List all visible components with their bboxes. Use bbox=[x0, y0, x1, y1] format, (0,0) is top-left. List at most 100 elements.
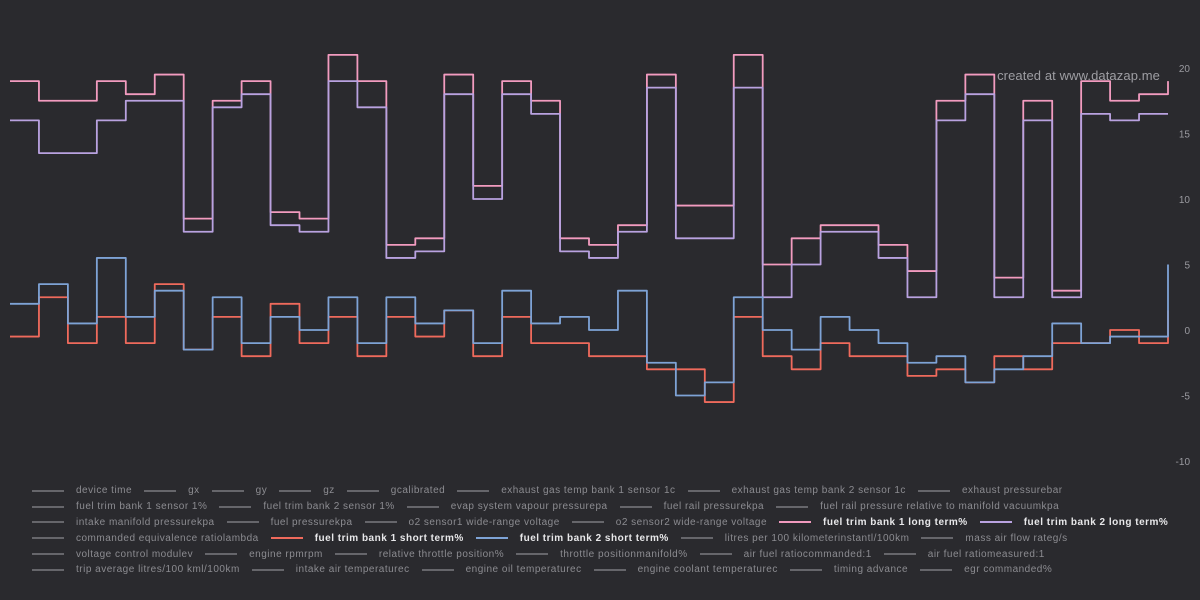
legend-label: fuel trim bank 1 sensor 1% bbox=[76, 501, 208, 513]
legend-item[interactable]: air fuel ratiomeasured:1 bbox=[883, 549, 1045, 560]
legend-label: exhaust gas temp bank 2 sensor 1c bbox=[731, 485, 906, 497]
legend-label: litres per 100 kilometerinstantl/100km bbox=[724, 532, 910, 544]
legend-swatch bbox=[205, 553, 238, 556]
legend-item[interactable]: device time bbox=[32, 485, 132, 496]
legend-item[interactable]: exhaust pressurebar bbox=[917, 485, 1063, 497]
legend-item[interactable]: gz bbox=[279, 485, 335, 496]
legend-label: engine rpmrpm bbox=[249, 548, 323, 560]
legend-swatch bbox=[251, 568, 284, 571]
legend-label: commanded equivalence ratiolambda bbox=[76, 532, 259, 544]
legend-item[interactable]: litres per 100 kilometerinstantl/100km bbox=[680, 532, 910, 544]
legend-label: intake air temperaturec bbox=[295, 564, 410, 576]
legend-item[interactable]: fuel trim bank 1 short term% bbox=[270, 532, 464, 544]
legend-swatch bbox=[406, 505, 439, 508]
legend-label: evap system vapour pressurepa bbox=[450, 501, 608, 513]
legend-swatch bbox=[32, 489, 64, 492]
legend-swatch bbox=[279, 489, 312, 492]
legend-swatch bbox=[144, 489, 177, 492]
legend-label: trip average litres/100 kml/100km bbox=[76, 564, 240, 576]
legend-item[interactable]: trip average litres/100 kml/100km bbox=[32, 564, 240, 575]
legend-swatch bbox=[32, 568, 64, 571]
legend-swatch bbox=[687, 489, 720, 492]
legend-label: fuel trim bank 1 short term% bbox=[314, 532, 464, 544]
legend: device time gx gy gz gcalibrated exhaust gas … bbox=[32, 483, 1196, 578]
legend-item[interactable]: fuel trim bank 1 sensor 1% bbox=[32, 501, 207, 512]
legend-label: voltage control modulev bbox=[76, 548, 194, 560]
legend-swatch bbox=[270, 537, 303, 540]
legend-item[interactable]: fuel trim bank 2 long term% bbox=[979, 516, 1169, 528]
legend-item[interactable]: exhaust gas temp bank 1 sensor 1c bbox=[457, 485, 675, 496]
legend-item[interactable]: intake manifold pressurekpa bbox=[32, 517, 215, 528]
legend-label: gy bbox=[255, 485, 268, 497]
legend-item[interactable]: throttle positionmanifold% bbox=[516, 549, 688, 560]
legend-item[interactable]: fuel rail pressurekpa bbox=[619, 501, 765, 512]
legend-item[interactable]: engine coolant temperaturec bbox=[593, 564, 778, 576]
legend-row: device time gx gy gz gcalibrated exhaust gas … bbox=[32, 483, 1196, 499]
y-tick-label: -5 bbox=[1181, 392, 1190, 403]
legend-item[interactable]: fuel pressurekpa bbox=[226, 517, 353, 528]
legend-item[interactable]: engine oil temperaturec bbox=[421, 564, 582, 576]
legend-item[interactable]: timing advance bbox=[789, 564, 909, 576]
legend-item[interactable]: commanded equivalence ratiolambda bbox=[32, 533, 259, 544]
legend-swatch bbox=[457, 489, 490, 492]
legend-label: intake manifold pressurekpa bbox=[76, 516, 215, 528]
legend-label: fuel trim bank 2 long term% bbox=[1023, 516, 1169, 528]
legend-label: fuel trim bank 2 sensor 1% bbox=[263, 501, 395, 513]
legend-swatch bbox=[32, 521, 64, 524]
legend-swatch bbox=[917, 489, 950, 492]
legend-swatch bbox=[779, 521, 812, 524]
y-tick-label: 0 bbox=[1184, 326, 1190, 337]
legend-item[interactable]: air fuel ratiocommanded:1 bbox=[699, 549, 872, 560]
y-axis-ticks: 20 15 10 5 0 -5 -10 bbox=[1176, 64, 1191, 468]
y-tick-label: 10 bbox=[1179, 195, 1191, 206]
legend-label: timing advance bbox=[833, 564, 909, 576]
legend-item[interactable]: engine rpmrpm bbox=[205, 549, 323, 560]
legend-item[interactable]: mass air flow rateg/s bbox=[921, 533, 1067, 544]
legend-item[interactable]: gy bbox=[211, 485, 268, 497]
legend-swatch bbox=[219, 505, 252, 508]
legend-item[interactable]: fuel trim bank 2 sensor 1% bbox=[219, 501, 394, 512]
legend-item[interactable]: evap system vapour pressurepa bbox=[406, 501, 608, 513]
legend-item[interactable]: gcalibrated bbox=[346, 485, 445, 496]
legend-label: engine coolant temperaturec bbox=[637, 564, 778, 576]
legend-row: intake manifold pressurekpa fuel pressure… bbox=[32, 515, 1196, 531]
legend-row: commanded equivalence ratiolambda fuel tr… bbox=[32, 530, 1196, 546]
legend-swatch bbox=[516, 553, 549, 556]
legend-swatch bbox=[32, 553, 64, 556]
legend-item[interactable]: exhaust gas temp bank 2 sensor 1c bbox=[687, 485, 906, 497]
legend-item[interactable]: fuel trim bank 1 long term% bbox=[779, 517, 968, 528]
legend-swatch bbox=[920, 568, 953, 571]
legend-swatch bbox=[776, 505, 809, 508]
series-line-4 bbox=[10, 257, 1169, 397]
legend-item[interactable]: intake air temperaturec bbox=[251, 564, 410, 576]
legend-swatch bbox=[346, 489, 379, 492]
legend-label: mass air flow rateg/s bbox=[965, 532, 1068, 544]
legend-label: engine oil temperaturec bbox=[465, 564, 582, 576]
legend-swatch bbox=[789, 568, 822, 571]
legend-item[interactable]: fuel trim bank 2 short term% bbox=[475, 533, 669, 544]
series-line-2 bbox=[10, 80, 1168, 299]
legend-item[interactable]: o2 sensor2 wide-range voltage bbox=[571, 516, 768, 528]
legend-label: exhaust gas temp bank 1 sensor 1c bbox=[501, 485, 676, 497]
legend-swatch bbox=[979, 521, 1012, 524]
legend-item[interactable]: voltage control modulev bbox=[32, 549, 193, 560]
legend-item[interactable]: gx bbox=[144, 485, 200, 496]
legend-row: fuel trim bank 1 sensor 1% fuel trim bank… bbox=[32, 499, 1196, 515]
legend-swatch bbox=[571, 521, 604, 524]
series-layer bbox=[10, 54, 1169, 403]
legend-label: egr commanded% bbox=[964, 564, 1053, 576]
legend-item[interactable]: o2 sensor1 wide-range voltage bbox=[364, 516, 560, 528]
y-tick-label: -10 bbox=[1176, 457, 1191, 468]
y-tick-label: 20 bbox=[1179, 64, 1191, 75]
legend-item[interactable]: fuel rail pressure relative to manifold … bbox=[776, 501, 1059, 512]
legend-label: o2 sensor1 wide-range voltage bbox=[408, 516, 560, 528]
legend-item[interactable]: egr commanded% bbox=[920, 564, 1052, 575]
legend-label: exhaust pressurebar bbox=[961, 485, 1063, 497]
watermark: created at www.datazap.me bbox=[997, 68, 1160, 83]
legend-item[interactable]: relative throttle position% bbox=[334, 549, 504, 560]
legend-swatch bbox=[364, 521, 397, 524]
legend-label: gx bbox=[188, 485, 200, 497]
legend-label: o2 sensor2 wide-range voltage bbox=[615, 516, 768, 528]
legend-swatch bbox=[421, 568, 454, 571]
